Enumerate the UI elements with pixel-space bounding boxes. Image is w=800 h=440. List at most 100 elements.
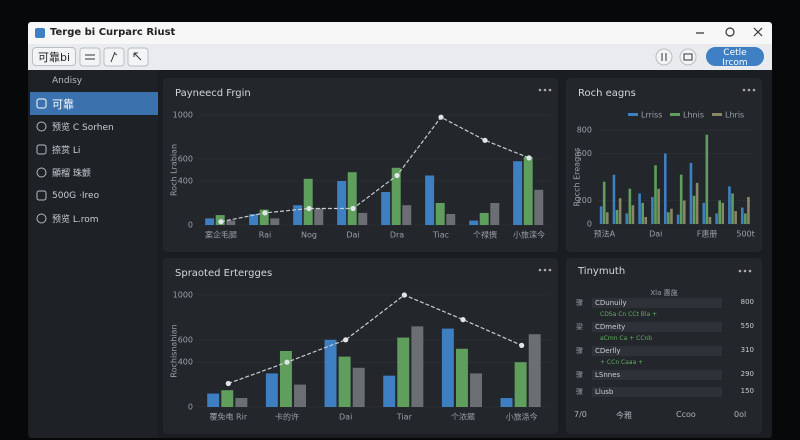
x-tick-label: 案企毛腿 [205,230,237,240]
sidebar-header: Andisy [52,76,83,86]
menu-dot [752,88,756,92]
footer-cell: Ccoo [676,410,696,419]
sidebar-item[interactable]: 预览 C Sorhen [30,115,158,138]
line-point [394,172,400,179]
bar [293,205,303,225]
row-name: CDunuily [592,298,722,308]
bar [513,161,523,225]
bar [628,188,632,224]
sidebar-item[interactable]: 500G ·Ireo [30,184,158,207]
line-point [284,359,290,365]
row-tag: 梁 [576,323,583,331]
bar [523,156,533,225]
bar [528,334,541,407]
bar [740,207,744,224]
bar [435,203,445,225]
row-name: Llusb [592,387,722,397]
bar [446,214,456,225]
bar [391,167,401,225]
line-point [519,342,525,348]
bar [702,202,706,224]
legend-swatch [712,113,722,116]
legend-swatch [670,113,680,116]
menu-dot [742,88,746,92]
sidebar-item[interactable]: 顯榴 珠颤 [30,161,158,184]
bar [695,182,699,224]
icon-shape [36,190,47,201]
y-tick-label: 800 [577,126,592,135]
sidebar-item[interactable]: 预览 L.rom [30,207,158,230]
bar [226,220,236,225]
line-point [438,114,444,120]
y-tick-label: 1000 [173,291,193,300]
row-name: CDerlly [592,346,722,356]
sidebar-icon [36,144,47,155]
line [220,116,530,223]
bar [470,373,483,407]
bar [500,398,513,407]
sidebar-icon [36,213,47,224]
chart: Payneecd Frgin 0 400 600 1000 Roch Lrabian 案企毛… [170,88,552,240]
line-point [262,210,268,216]
y-tick-label: 0 [188,403,193,412]
menu-dot [538,88,542,92]
toolbar-icons[interactable] [78,44,158,70]
panel-menu[interactable] [736,266,756,276]
x-tick-label: 500t [736,230,754,239]
x-tick-label: Tiac [432,231,449,240]
row-name: CDmeity [592,322,722,332]
chart-panel: Roch eagns 0 200 600 800 Rocch Ereagns 预法A Dai F… [566,78,762,252]
workspace-button[interactable]: 可靠bi [32,47,77,66]
bar [425,175,435,225]
bar [618,198,622,224]
legend-label: Lrriss [641,111,662,120]
y-axis-label: Rochisnahian [170,324,179,377]
chart-title: Spraoted Ertergges [175,268,272,279]
y-tick-label: 200 [577,196,592,205]
bar [303,178,313,225]
bar [249,214,259,225]
row-tag: 骤 [576,347,583,355]
sidebar-icon [36,98,47,109]
action-button[interactable]: Cetle Ircom [706,47,764,68]
bar [663,153,667,224]
bar [324,339,337,407]
line-point [225,380,231,387]
bar [744,213,747,224]
bar [679,174,683,224]
window-controls[interactable] [688,22,768,44]
sidebar-label: 捺赏 Li [52,146,81,156]
title-bar: Terge bi Curparc Riust [28,22,772,44]
sidebar-label: 可靠 [52,97,74,111]
table-title: Tinymuth [578,266,626,277]
app-icon [35,28,45,38]
bar [294,384,307,407]
y-tick-label: 600 [178,155,193,164]
bar [705,134,709,224]
bar [651,196,654,224]
bar [259,209,269,225]
bar [205,218,215,225]
y-tick-label: 400 [178,177,193,186]
bar [207,393,220,407]
bar [469,220,479,225]
sidebar-item[interactable]: 可靠 [30,92,158,115]
x-tick-label: Dai [346,231,359,240]
bar [605,212,609,224]
y-tick-label: 600 [178,335,193,344]
line-point [343,337,349,343]
bar [397,337,410,407]
line-point [526,155,532,161]
x-tick-label: Nog [301,231,317,240]
chart-title: Roch eagns [578,88,636,99]
x-tick-label: 卡的许 [275,412,299,422]
sidebar-label: 预览 C Sorhen [52,123,114,133]
toolbar-right-icons[interactable] [654,44,700,70]
bar [689,162,693,224]
sidebar-item[interactable]: 捺赏 Li [30,138,158,161]
menu-dot [538,268,542,272]
x-tick-label: Dai [649,230,662,239]
footer-cell: 今雅 [616,411,632,420]
bar [411,326,424,407]
row-tag: 骤 [576,299,583,307]
